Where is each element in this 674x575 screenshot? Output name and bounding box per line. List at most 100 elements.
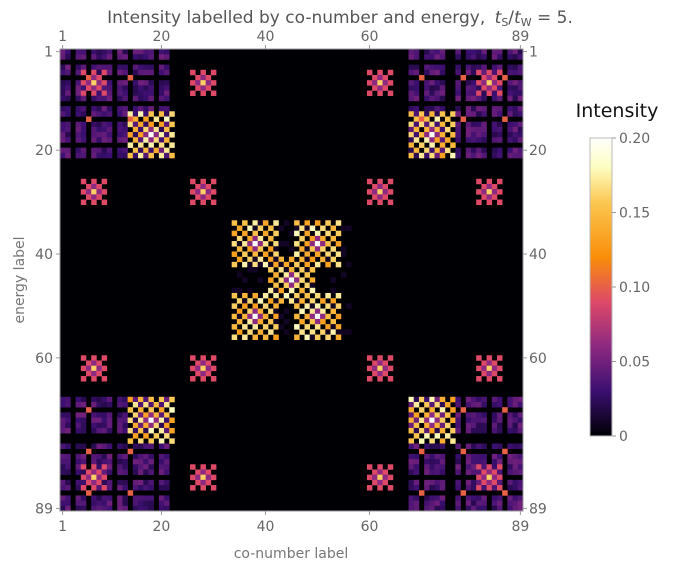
heatmap-cell [60,401,66,408]
heatmap-cell [96,469,102,475]
heatmap-cell [481,464,487,470]
heatmap-cell [424,427,430,434]
heatmap-cell [424,111,430,117]
heatmap-cell [366,199,373,206]
heatmap-cell [210,90,217,97]
heatmap-cell [387,464,394,470]
heatmap-cell [330,308,337,315]
heatmap-cell [169,121,175,128]
heatmap-cell [418,132,425,138]
heatmap-cell [200,485,206,491]
heatmap-cell [122,137,128,143]
heatmap-cell [200,194,206,200]
heatmap-cell [512,500,519,507]
heatmap-cell [507,443,513,450]
heatmap-cell [127,116,134,122]
heatmap-cell [517,453,524,460]
heatmap-cell [158,80,165,86]
heatmap-cell [465,69,472,76]
heatmap-cell [496,412,503,418]
heatmap-cell [231,313,238,320]
heatmap-cell [132,469,139,475]
y-tick-label-left: 20 [35,143,53,159]
y-tick-label-left: 1 [44,45,53,61]
heatmap-cell [413,464,420,470]
heatmap-cell [304,303,311,309]
heatmap-cell [138,485,144,491]
heatmap-cell [439,469,446,475]
heatmap-cell [158,505,165,512]
heatmap-cell [106,126,113,133]
heatmap-cell [242,251,248,257]
heatmap-cell [491,183,498,190]
heatmap-cell [413,152,420,159]
heatmap-cell [470,469,477,475]
heatmap-cell [517,505,524,512]
heatmap-cell [132,64,139,71]
heatmap-cell [143,412,149,418]
heatmap-cell [408,422,415,429]
heatmap-cell [481,485,487,491]
heatmap-cell [257,241,264,247]
heatmap-cell [242,220,248,226]
heatmap-cell [96,189,102,195]
heatmap-cell [65,505,71,512]
heatmap-cell [481,427,487,434]
heatmap-cell [413,90,420,97]
heatmap-cell [512,152,519,159]
heatmap-cell [117,485,123,491]
heatmap-cell [247,308,253,315]
heatmap-cell [413,505,420,512]
heatmap-cell [132,453,139,460]
heatmap-cell [247,329,253,335]
heatmap-cell [517,495,524,501]
heatmap-cell [491,64,498,71]
heatmap-cell [91,189,97,195]
heatmap-cell [408,49,415,55]
heatmap-cell [158,137,165,143]
heatmap-cell [143,54,149,60]
heatmap-cell [320,298,326,304]
heatmap-cell [117,479,123,486]
heatmap-cell [195,479,201,486]
heatmap-cell [512,69,519,76]
heatmap-cell [476,199,482,206]
heatmap-cell [346,261,352,268]
heatmap-cell [164,126,170,133]
heatmap-cell [476,137,482,143]
heatmap-cell [481,459,487,465]
heatmap-cell [91,453,97,460]
heatmap-cell [169,142,175,148]
heatmap-cell [424,152,430,159]
heatmap-cell [377,80,383,86]
heatmap-cell [236,256,243,263]
heatmap-cell [377,194,383,200]
heatmap-cell [413,54,420,60]
heatmap-cell [429,126,435,133]
heatmap-cell [455,54,461,60]
heatmap-cell [96,49,102,55]
heatmap-cell [158,401,165,408]
heatmap-cell [122,485,128,491]
heatmap-cell [424,90,430,97]
heatmap-cell [496,485,503,491]
heatmap-cell [158,121,165,128]
heatmap-cell [101,376,108,382]
heatmap-cell [132,152,139,159]
heatmap-cell [106,85,113,91]
heatmap-cell [512,85,519,91]
heatmap-cell [434,459,441,465]
heatmap-cell [476,464,482,470]
heatmap-cell [75,152,82,159]
heatmap-cell [132,54,139,60]
heatmap-cell [132,69,139,76]
heatmap-cell [486,376,493,382]
heatmap-cell [491,469,498,475]
heatmap-cell [408,95,415,102]
heatmap-cell [320,241,326,247]
heatmap-cell [268,261,274,268]
heatmap-cell [340,246,347,252]
heatmap-cell [320,313,326,320]
heatmap-cell [455,396,461,403]
heatmap-cell [372,479,378,486]
